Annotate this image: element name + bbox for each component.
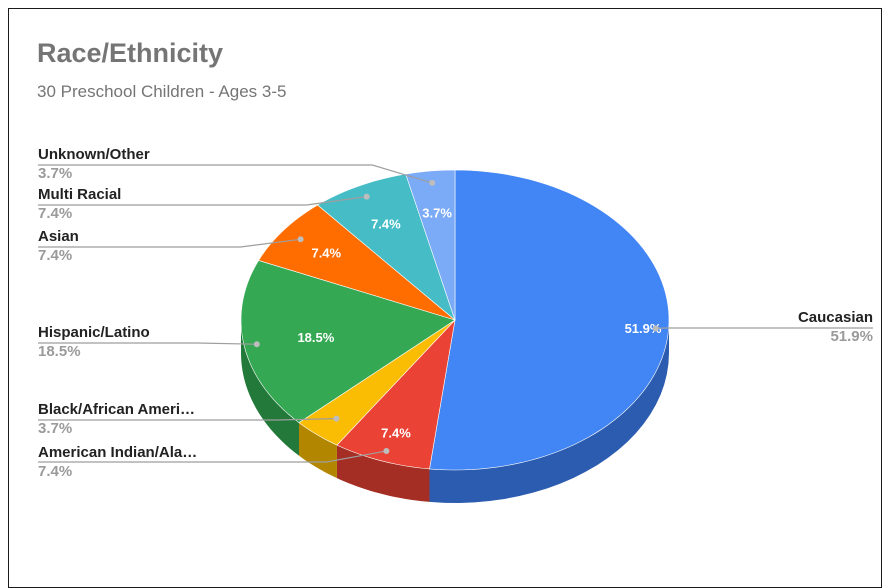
leader-dot-american-indian-alaska-native	[383, 448, 389, 454]
callout-name-unknown-other: Unknown/Other	[38, 146, 150, 163]
callout-percent-unknown-other: 3.7%	[38, 165, 72, 182]
leader-dot-caucasian	[653, 325, 659, 331]
callout-percent-american-indian-alaska-native: 7.4%	[38, 463, 72, 480]
leader-dot-hispanic-latino	[254, 341, 260, 347]
callout-name-multi-racial: Multi Racial	[38, 186, 121, 203]
callout-name-american-indian-alaska-native: American Indian/Ala…	[38, 444, 197, 461]
leader-dot-multi-racial	[364, 194, 370, 200]
callout-percent-multi-racial: 7.4%	[38, 205, 72, 222]
callout-percent-caucasian: 51.9%	[830, 328, 873, 345]
data-label-hispanic-latino: 18.5%	[297, 330, 334, 345]
pie-chart: 51.9%7.4%18.5%7.4%7.4%3.7% Caucasian51.9…	[0, 0, 891, 575]
callout-percent-black-african-american: 3.7%	[38, 420, 72, 437]
callout-name-asian: Asian	[38, 228, 79, 245]
data-label-unknown-other: 3.7%	[422, 206, 452, 221]
data-label-asian: 7.4%	[311, 246, 341, 261]
leader-dot-asian	[298, 236, 304, 242]
leader-dot-unknown-other	[429, 180, 435, 186]
leader-unknown-other	[38, 165, 432, 183]
callout-name-caucasian: Caucasian	[798, 309, 873, 326]
callout-percent-asian: 7.4%	[38, 247, 72, 264]
pie-slices	[241, 170, 669, 470]
callout-percent-hispanic-latino: 18.5%	[38, 343, 81, 360]
data-label-multi-racial: 7.4%	[371, 217, 401, 232]
callout-name-black-african-american: Black/African Ameri…	[38, 401, 195, 418]
data-label-american-indian-alaska-native: 7.4%	[381, 426, 411, 441]
leader-dot-black-african-american	[333, 416, 339, 422]
callout-name-hispanic-latino: Hispanic/Latino	[38, 324, 150, 341]
